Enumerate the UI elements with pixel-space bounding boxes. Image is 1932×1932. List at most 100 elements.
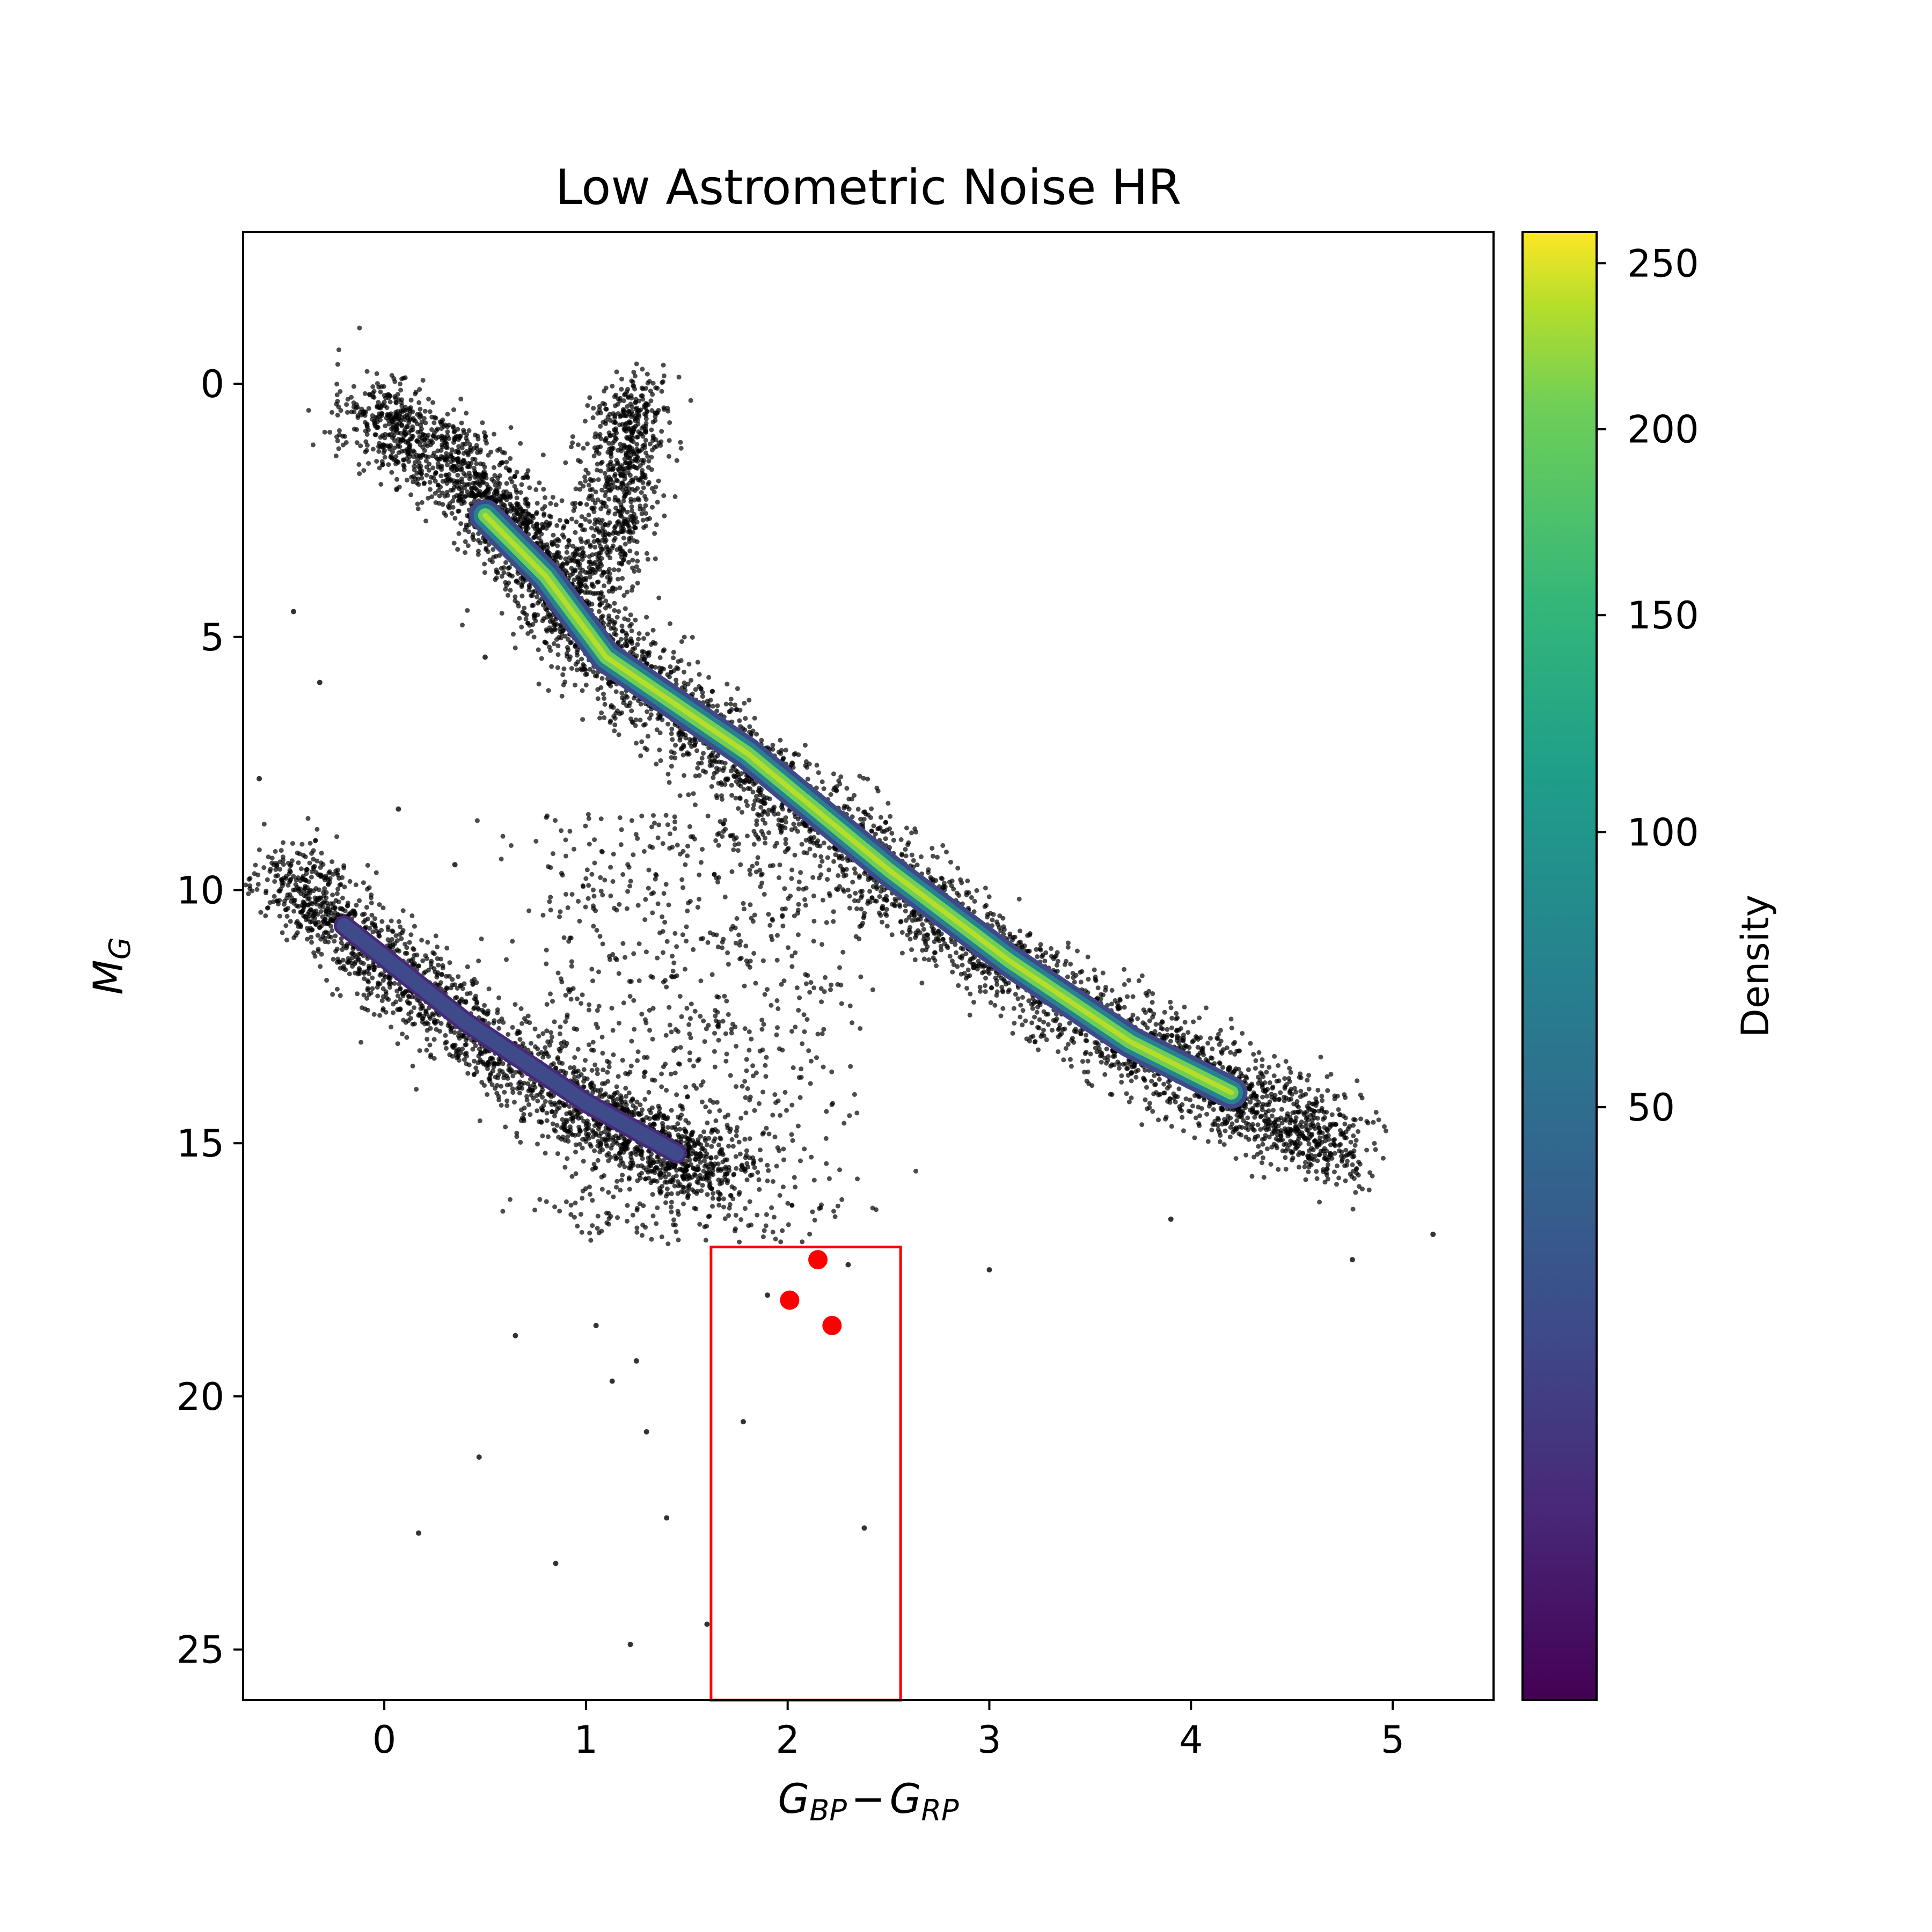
scatter-point bbox=[1201, 1052, 1206, 1058]
scatter-point bbox=[474, 443, 479, 448]
scatter-point bbox=[903, 847, 908, 852]
scatter-point bbox=[1227, 1135, 1233, 1140]
scatter-point bbox=[763, 836, 768, 841]
scatter-point bbox=[878, 913, 883, 918]
scatter-point bbox=[1228, 1125, 1233, 1130]
scatter-point bbox=[403, 440, 408, 445]
scatter-point bbox=[435, 461, 441, 466]
scatter-point bbox=[557, 626, 562, 631]
scatter-point bbox=[366, 406, 371, 411]
scatter-point bbox=[560, 672, 566, 677]
scatter-point bbox=[1266, 1102, 1271, 1107]
scatter-point bbox=[397, 485, 402, 490]
scatter-point bbox=[444, 451, 449, 456]
scatter-point bbox=[1217, 1061, 1223, 1066]
scatter-point bbox=[1351, 1154, 1357, 1159]
scatter-point bbox=[792, 852, 797, 858]
scatter-point bbox=[559, 631, 565, 636]
scatter-point bbox=[458, 397, 464, 401]
scatter-point bbox=[1263, 1088, 1268, 1093]
scatter-point bbox=[737, 718, 742, 723]
scatter-point bbox=[757, 792, 763, 797]
scatter-point bbox=[456, 450, 461, 455]
scatter-point bbox=[413, 390, 419, 395]
scatter-point bbox=[661, 648, 666, 654]
scatter-point bbox=[912, 957, 918, 962]
scatter-point bbox=[461, 451, 466, 456]
scatter-point bbox=[871, 823, 876, 829]
scatter-point bbox=[953, 942, 958, 947]
scatter-point bbox=[466, 464, 471, 469]
scatter-point bbox=[1256, 1050, 1262, 1055]
scatter-point bbox=[1150, 991, 1155, 996]
scatter-point bbox=[908, 930, 913, 935]
scatter-point bbox=[1293, 1115, 1299, 1121]
scatter-point bbox=[530, 514, 535, 519]
scatter-point bbox=[647, 716, 652, 721]
scatter-point bbox=[1208, 1036, 1213, 1041]
scatter-point bbox=[867, 889, 873, 894]
scatter-point bbox=[523, 616, 529, 621]
scatter-point bbox=[836, 873, 841, 878]
scatter-point bbox=[1343, 1147, 1349, 1153]
scatter-point bbox=[511, 632, 516, 637]
scatter-point bbox=[733, 702, 738, 708]
scatter-point bbox=[722, 782, 728, 787]
scatter-point bbox=[1027, 932, 1033, 938]
scatter-point bbox=[455, 484, 460, 489]
scatter-point bbox=[815, 843, 820, 848]
scatter-point bbox=[1250, 1122, 1255, 1127]
scatter-point bbox=[487, 557, 493, 562]
scatter-point bbox=[611, 621, 617, 626]
scatter-point bbox=[724, 682, 730, 687]
scatter-point bbox=[375, 415, 379, 421]
scatter-point bbox=[1153, 1022, 1159, 1027]
scatter-point bbox=[628, 612, 633, 618]
scatter-point bbox=[1139, 1122, 1145, 1128]
scatter-point bbox=[541, 511, 547, 517]
scatter-point bbox=[597, 715, 602, 721]
scatter-point bbox=[1354, 1170, 1359, 1176]
scatter-point bbox=[1115, 1059, 1121, 1065]
scatter-point bbox=[504, 489, 509, 494]
scatter-point bbox=[1051, 1018, 1056, 1023]
scatter-point bbox=[1216, 1031, 1221, 1037]
scatter-point bbox=[448, 459, 453, 465]
scatter-point bbox=[459, 491, 464, 496]
scatter-point bbox=[1174, 1027, 1180, 1033]
scatter-point bbox=[1296, 1152, 1301, 1158]
scatter-point bbox=[977, 984, 983, 990]
scatter-point bbox=[859, 895, 864, 900]
scatter-point bbox=[519, 624, 524, 630]
scatter-point bbox=[1111, 1062, 1117, 1067]
scatter-point bbox=[426, 397, 431, 402]
scatter-point bbox=[728, 697, 734, 702]
scatter-point bbox=[1306, 1073, 1312, 1078]
scatter-point bbox=[438, 473, 444, 479]
scatter-point bbox=[1357, 1184, 1362, 1189]
scatter-point bbox=[1261, 1175, 1267, 1180]
scatter-point bbox=[945, 945, 950, 950]
scatter-point bbox=[535, 501, 540, 506]
scatter-point bbox=[1150, 1000, 1155, 1005]
scatter-point bbox=[336, 347, 341, 353]
scatter-point bbox=[947, 880, 952, 885]
scatter-point bbox=[354, 427, 360, 432]
scatter-point bbox=[802, 743, 808, 748]
scatter-point bbox=[783, 819, 788, 825]
scatter-point bbox=[523, 514, 528, 519]
scatter-point bbox=[377, 465, 382, 471]
scatter-point bbox=[1260, 1081, 1265, 1086]
scatter-point bbox=[1328, 1072, 1334, 1077]
scatter-point bbox=[1011, 1006, 1016, 1011]
scatter-point bbox=[1274, 1136, 1279, 1141]
scatter-point bbox=[1130, 994, 1136, 999]
scatter-point bbox=[504, 481, 509, 486]
scatter-point bbox=[1068, 961, 1073, 967]
scatter-point bbox=[579, 656, 584, 662]
scatter-point bbox=[411, 474, 416, 479]
scatter-point bbox=[422, 480, 427, 486]
scatter-point bbox=[1051, 956, 1056, 961]
scatter-point bbox=[519, 584, 524, 589]
scatter-point bbox=[1326, 1162, 1330, 1167]
